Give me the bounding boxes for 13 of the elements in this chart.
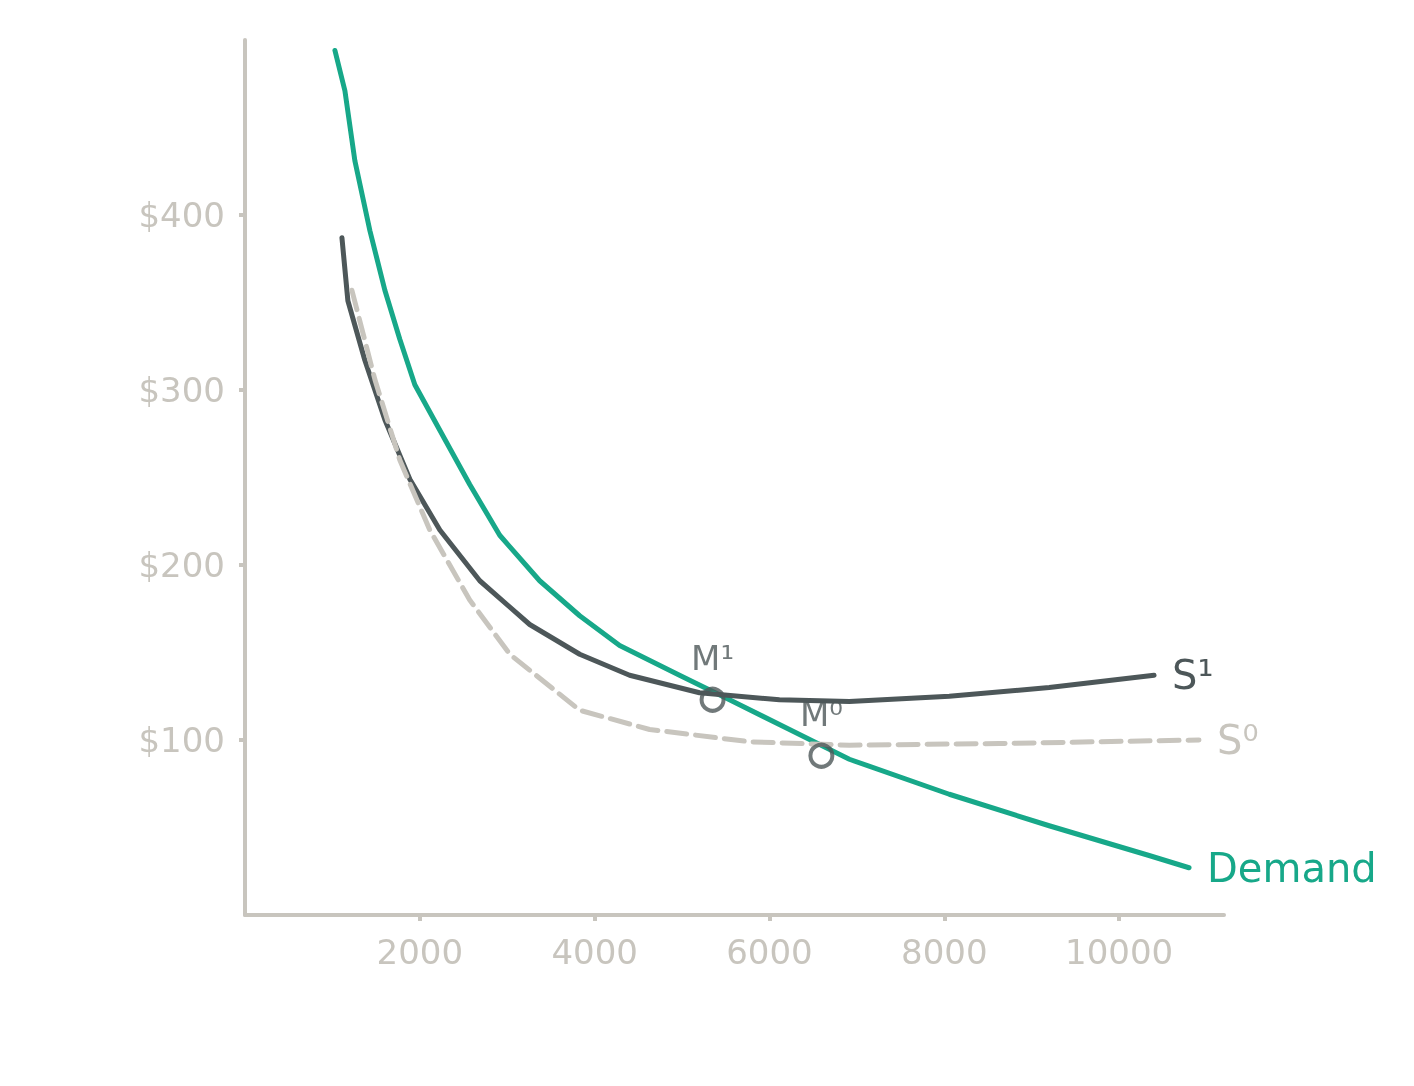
y-tick-label: $400	[138, 195, 225, 235]
x-tick-label: 10000	[1065, 932, 1174, 972]
x-tick-label: 2000	[376, 932, 464, 972]
series-label: Demand	[1207, 844, 1377, 891]
x-tick-label: 8000	[901, 932, 988, 972]
annotation: M¹	[691, 637, 735, 678]
series-label: S⁰	[1217, 717, 1259, 763]
y-tick-label: $100	[138, 720, 225, 760]
y-tick-label: $300	[138, 370, 225, 410]
series-label: S¹	[1172, 652, 1214, 699]
y-tick-label: $200	[138, 545, 225, 585]
x-tick-label: 4000	[551, 932, 638, 972]
x-tick-label: 6000	[726, 932, 813, 972]
